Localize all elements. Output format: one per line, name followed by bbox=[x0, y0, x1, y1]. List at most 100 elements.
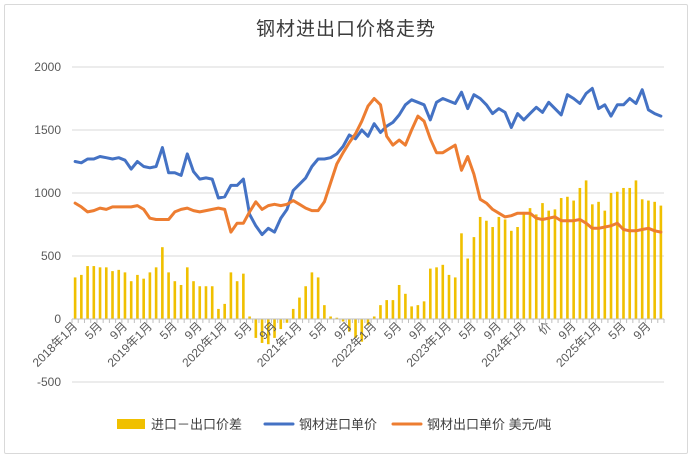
x-tick-label: 5月 bbox=[232, 319, 255, 342]
line-series bbox=[73, 86, 663, 237]
line-import-price bbox=[73, 86, 663, 237]
bar-spread bbox=[547, 210, 551, 319]
bar-spread bbox=[534, 214, 538, 319]
bar-spread bbox=[223, 303, 226, 319]
bar-spread bbox=[516, 227, 519, 319]
bar-spread bbox=[148, 272, 152, 319]
bar-spread bbox=[385, 300, 389, 319]
bar-spread bbox=[634, 180, 638, 319]
bar-spread bbox=[266, 319, 270, 345]
bar-spread bbox=[603, 210, 607, 319]
bar-spread bbox=[653, 201, 656, 319]
y-tick-label: 1000 bbox=[34, 186, 61, 200]
bar-spread bbox=[640, 199, 644, 319]
bar-spread bbox=[86, 266, 89, 319]
bar-spread bbox=[73, 277, 77, 319]
bar-spread bbox=[485, 220, 488, 319]
bar-spread bbox=[559, 198, 563, 319]
bar-spread bbox=[360, 319, 364, 342]
bar-spread bbox=[304, 286, 307, 319]
bar-spread bbox=[472, 237, 476, 319]
bar-spread bbox=[422, 301, 426, 319]
bar-spread bbox=[291, 308, 295, 319]
bar-spread bbox=[460, 233, 463, 319]
bar-spread bbox=[391, 300, 395, 319]
bar-spread bbox=[92, 266, 96, 319]
grid-lines bbox=[72, 66, 664, 383]
bar-spread bbox=[254, 319, 258, 338]
bar-spread bbox=[366, 319, 370, 326]
bar-spread bbox=[497, 216, 501, 319]
bar-spread bbox=[647, 200, 650, 319]
bar-spread bbox=[242, 273, 245, 319]
bar-spread bbox=[111, 271, 114, 319]
y-axis: -500 0 500 1000 1500 2000 bbox=[34, 60, 61, 389]
bar-spread bbox=[235, 281, 239, 319]
x-tick-label: 2018年1月 bbox=[30, 319, 80, 369]
bar-spread bbox=[572, 200, 575, 319]
bar-spread bbox=[659, 205, 663, 319]
bar-spread bbox=[198, 286, 202, 319]
x-tick-label: 5月 bbox=[381, 319, 404, 342]
bar-spread bbox=[167, 272, 170, 319]
bar-spread bbox=[491, 227, 494, 319]
legend-label: 进口－出口价差 bbox=[151, 417, 242, 432]
bar-spread bbox=[429, 268, 432, 319]
bar-spread bbox=[584, 180, 588, 319]
bar-spread bbox=[478, 216, 482, 319]
y-tick-label: -500 bbox=[37, 375, 61, 389]
bar-spread bbox=[329, 316, 332, 319]
x-tick-label: 5月 bbox=[606, 319, 629, 342]
bar-spread bbox=[510, 230, 513, 319]
bar-spread bbox=[229, 272, 233, 319]
bar-spread bbox=[609, 193, 613, 319]
bar-spread bbox=[142, 278, 145, 319]
bar-spread bbox=[591, 204, 594, 319]
bar-spread bbox=[123, 272, 127, 319]
bar-spread bbox=[104, 267, 108, 319]
bar-spread bbox=[341, 319, 345, 322]
bar-spread bbox=[136, 274, 139, 319]
y-tick-label: 0 bbox=[54, 312, 61, 326]
bar-spread bbox=[204, 286, 208, 319]
bar-spread bbox=[185, 267, 189, 319]
bar-spread bbox=[578, 187, 582, 319]
bar-spread bbox=[404, 293, 407, 319]
legend-label: 钢材出口单价 美元/吨 bbox=[427, 417, 551, 432]
bar-spread bbox=[597, 201, 600, 319]
bar-spread bbox=[354, 319, 357, 338]
y-tick-label: 500 bbox=[41, 249, 61, 263]
x-tick-label: 5月 bbox=[157, 319, 180, 342]
y-tick-label: 1500 bbox=[34, 123, 61, 137]
bar-spread bbox=[98, 267, 102, 319]
bar-spread bbox=[379, 305, 382, 319]
bar-spread bbox=[217, 308, 220, 319]
bar-spread bbox=[316, 277, 320, 319]
bar-spread bbox=[435, 267, 438, 319]
bar-spread bbox=[566, 196, 569, 319]
x-tick-label: 5月 bbox=[82, 319, 105, 342]
bar-spread bbox=[173, 281, 177, 319]
chart-title: 钢材进出口价格走势 bbox=[255, 18, 436, 40]
x-tick-label: 5月 bbox=[456, 319, 479, 342]
bar-spread bbox=[447, 274, 451, 319]
bar-spread bbox=[410, 306, 413, 319]
bar-spread bbox=[628, 187, 632, 319]
bar-spread bbox=[615, 191, 619, 319]
bar-spread bbox=[553, 209, 557, 319]
x-tick-label: 价 bbox=[535, 319, 553, 337]
bar-spread bbox=[154, 267, 158, 319]
bar-spread bbox=[279, 319, 283, 330]
bar-spread bbox=[310, 272, 314, 319]
bar-spread bbox=[397, 284, 401, 319]
line-export-price bbox=[73, 97, 663, 234]
bar-spread bbox=[273, 319, 276, 338]
bar-spread bbox=[622, 187, 625, 319]
bar-spread bbox=[323, 305, 326, 319]
bar-spread bbox=[466, 258, 470, 319]
bar-series bbox=[73, 180, 663, 345]
bar-spread bbox=[347, 319, 351, 332]
bar-spread bbox=[528, 208, 532, 319]
bar-spread bbox=[441, 264, 445, 319]
